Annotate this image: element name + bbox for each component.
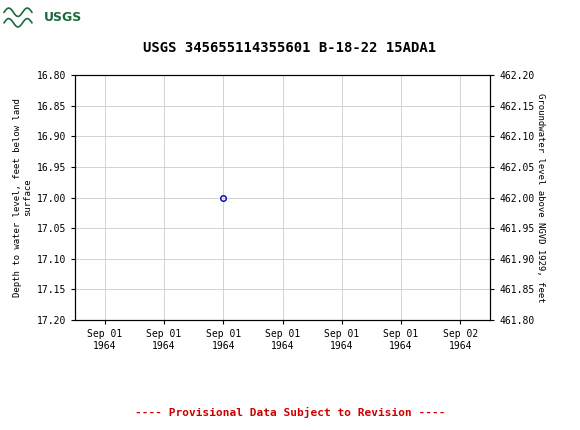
FancyBboxPatch shape [3, 3, 70, 32]
Y-axis label: Depth to water level, feet below land
surface: Depth to water level, feet below land su… [13, 98, 32, 297]
Text: USGS 345655114355601 B-18-22 15ADA1: USGS 345655114355601 B-18-22 15ADA1 [143, 41, 437, 55]
Text: ---- Provisional Data Subject to Revision ----: ---- Provisional Data Subject to Revisio… [135, 407, 445, 418]
Y-axis label: Groundwater level above NGVD 1929, feet: Groundwater level above NGVD 1929, feet [536, 93, 545, 302]
Text: USGS: USGS [44, 11, 82, 24]
